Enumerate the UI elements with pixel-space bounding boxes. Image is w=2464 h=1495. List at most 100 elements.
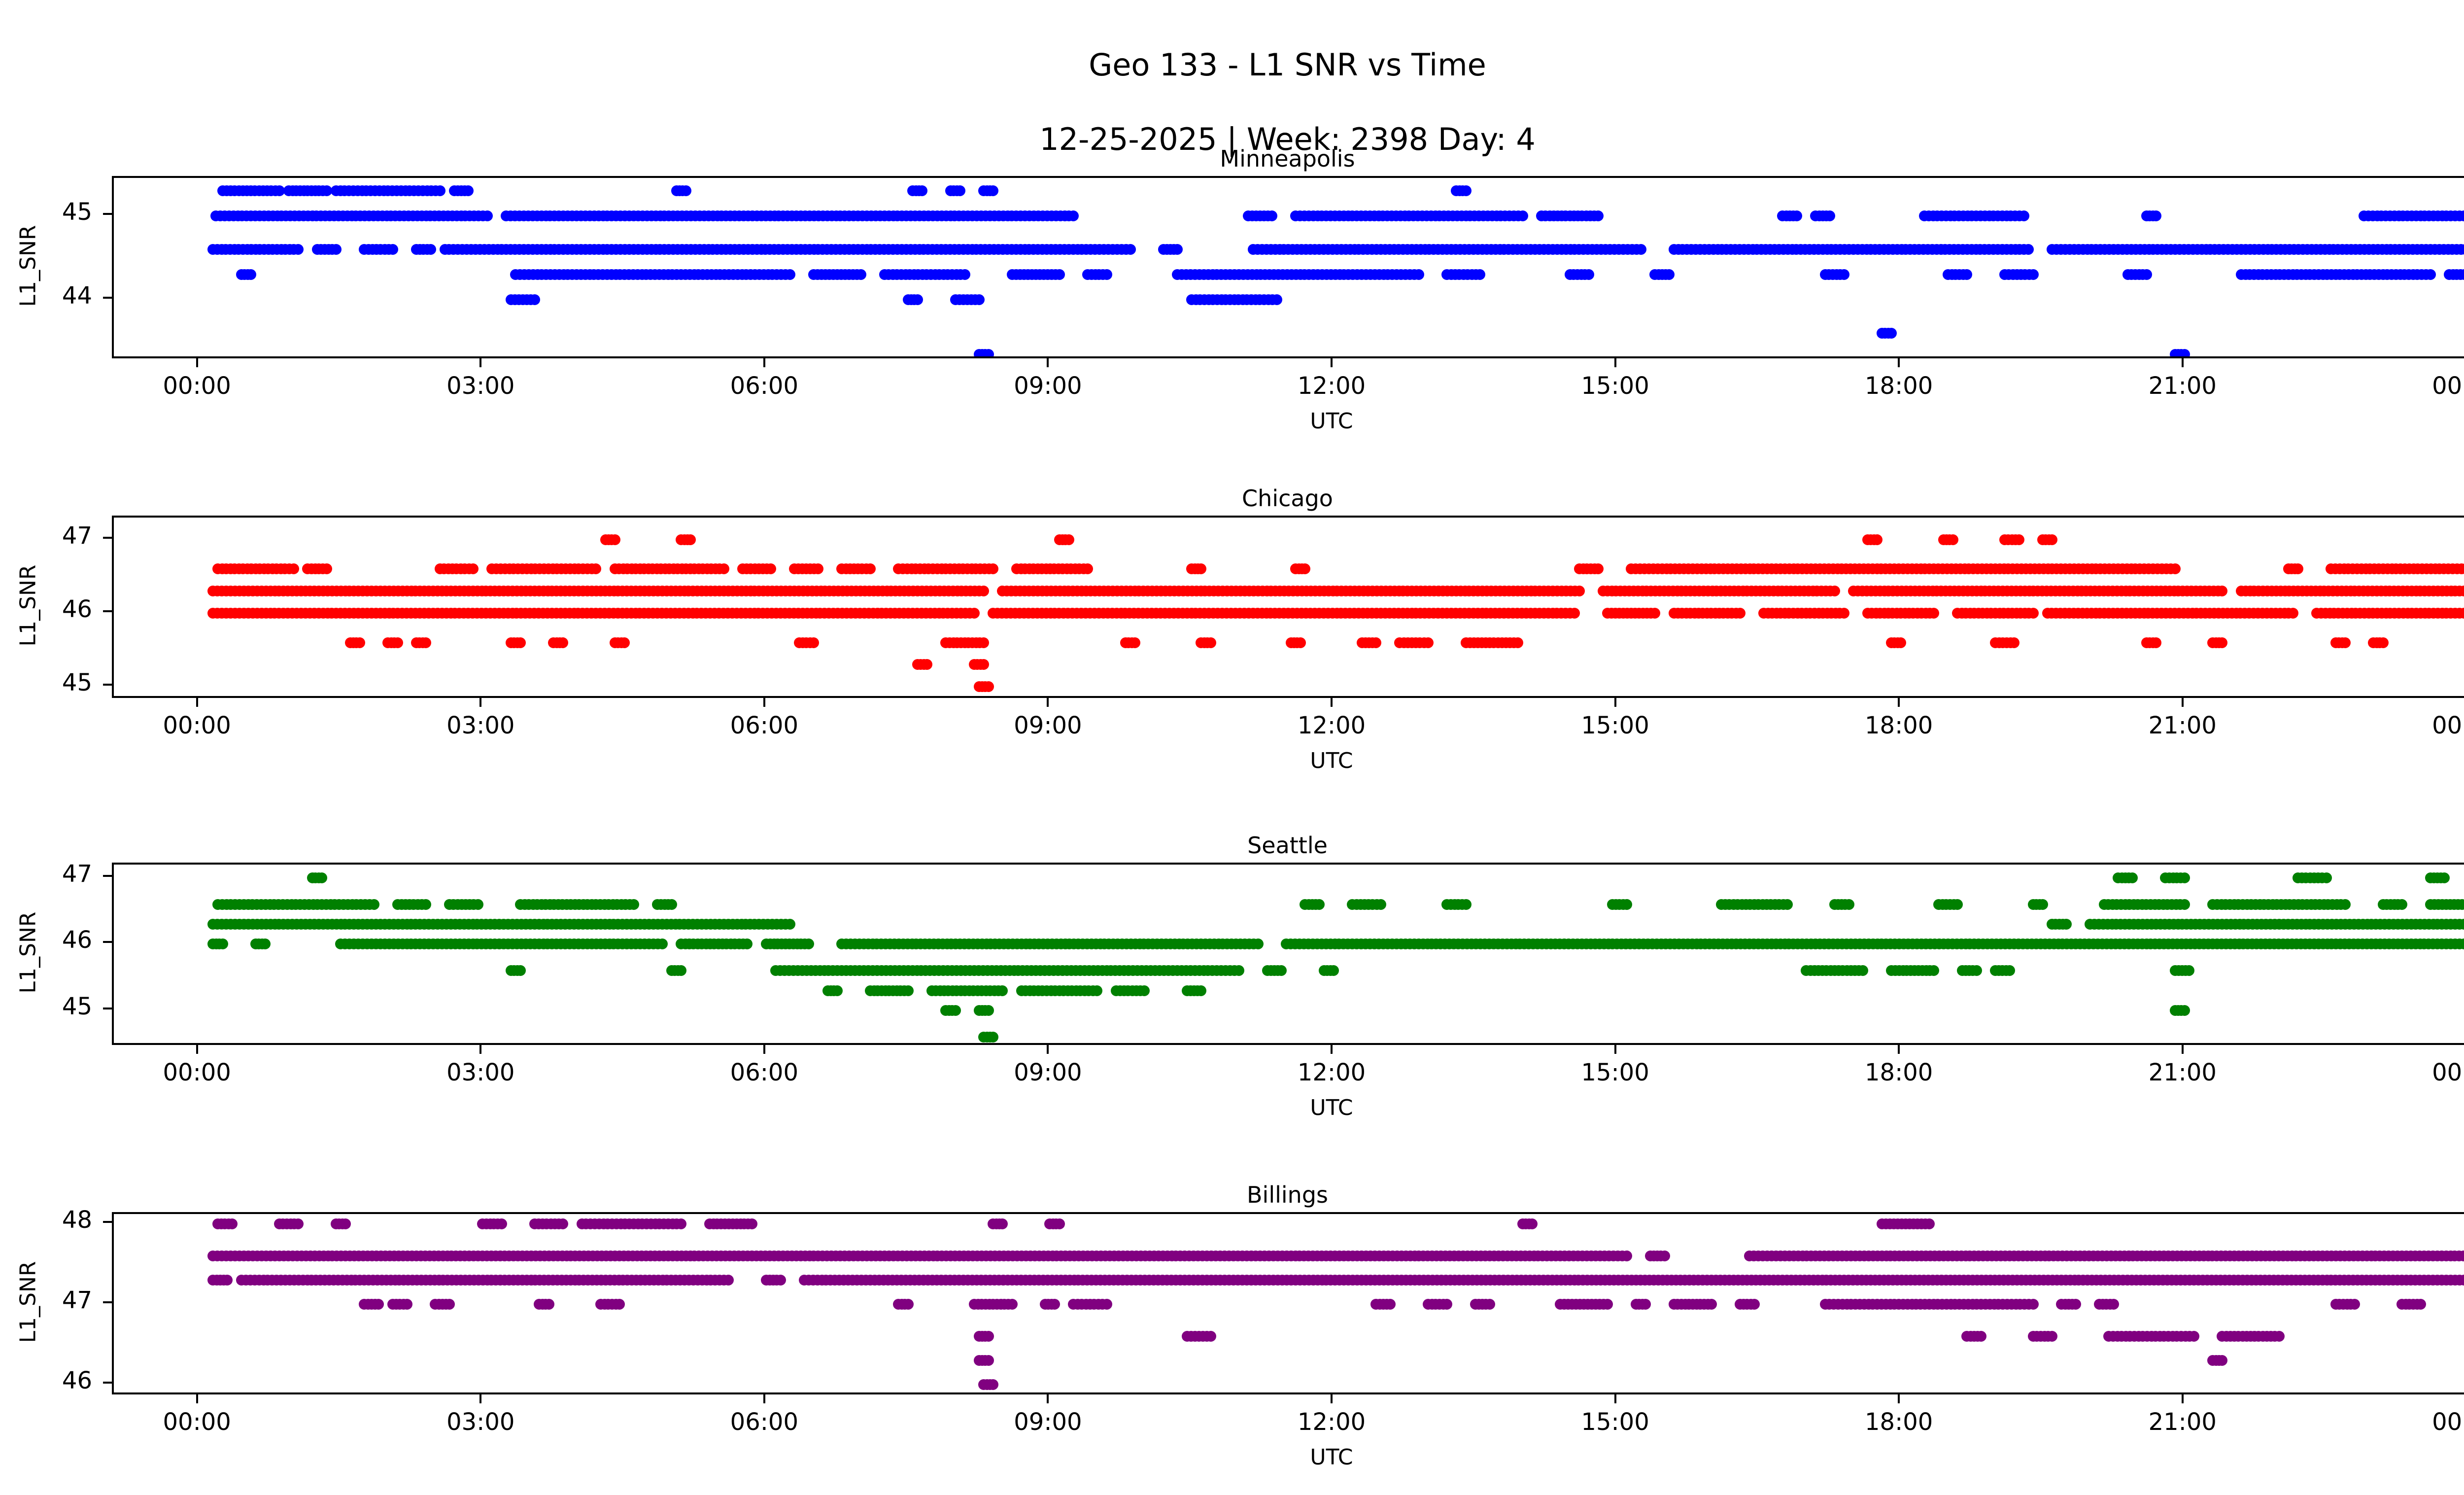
data-point [1824, 210, 1836, 221]
data-point [1295, 637, 1306, 648]
data-point [2060, 919, 2072, 930]
data-point [978, 637, 990, 648]
data-point [1895, 637, 1907, 648]
x-axis-label: UTC [1310, 409, 1353, 434]
data-point [1621, 1250, 1632, 1261]
data-point [463, 185, 474, 196]
data-point [515, 965, 526, 976]
data-point [2179, 1005, 2190, 1016]
figure-title: Geo 133 - L1 SNR vs Time 12-25-2025 | We… [0, 9, 2464, 195]
data-point [2179, 349, 2190, 356]
data-point [330, 243, 342, 255]
data-point [1054, 269, 1065, 280]
data-point [988, 185, 999, 196]
y-tick-mark [103, 684, 112, 686]
data-point [481, 210, 493, 221]
data-point [222, 1274, 233, 1286]
data-point [2288, 607, 2299, 619]
data-point [747, 1218, 758, 1229]
data-point [2179, 899, 2190, 910]
data-point [1370, 637, 1382, 648]
x-tick-label: 18:00 [1864, 372, 1933, 400]
data-point [1526, 1218, 1538, 1229]
data-point [529, 294, 540, 306]
x-tick-mark [479, 358, 482, 367]
y-axis-label: L1_SNR [15, 225, 41, 307]
x-tick-label: 06:00 [730, 712, 798, 739]
y-tick-mark [103, 536, 112, 539]
x-tick-label: 00:00 [2432, 372, 2464, 400]
data-point [1583, 269, 1595, 280]
data-point [1829, 586, 1840, 597]
x-tick-mark [479, 698, 482, 707]
data-point [1512, 637, 1524, 648]
x-tick-mark [763, 358, 765, 367]
data-point [1791, 210, 1803, 221]
subplot-title: Seattle [1247, 832, 1328, 859]
x-tick-label: 12:00 [1297, 372, 1366, 400]
x-tick-label: 03:00 [446, 372, 515, 400]
data-point [1068, 210, 1079, 221]
data-point [1266, 210, 1278, 221]
data-point [2339, 637, 2351, 648]
y-axis-label: L1_SNR [15, 911, 41, 994]
data-point [1196, 985, 1207, 996]
data-point [1857, 965, 1869, 976]
data-point [619, 637, 630, 648]
data-point [983, 1005, 994, 1016]
data-point [912, 294, 923, 306]
data-point [515, 637, 526, 648]
y-axis-label: L1_SNR [15, 564, 41, 647]
data-point [1101, 269, 1112, 280]
data-point [472, 899, 483, 910]
data-point [983, 681, 994, 693]
data-point [1276, 965, 1287, 976]
x-tick-label: 00:00 [2432, 1059, 2464, 1086]
x-tick-label: 21:00 [2148, 372, 2217, 400]
data-point [997, 1218, 1008, 1229]
data-point [368, 899, 379, 910]
data-point [959, 269, 970, 280]
x-tick-label: 06:00 [730, 1059, 798, 1086]
data-point [1872, 534, 1883, 545]
x-tick-mark [1047, 698, 1049, 707]
data-point [1328, 965, 1339, 976]
data-point [340, 1218, 351, 1229]
data-point [321, 185, 332, 196]
x-tick-mark [196, 698, 198, 707]
data-point [1300, 563, 1311, 575]
x-tick-mark [1614, 1045, 1616, 1054]
data-point [1139, 985, 1150, 996]
data-point [1517, 210, 1528, 221]
x-axis-label: UTC [1310, 748, 1353, 773]
y-tick-mark [103, 297, 112, 299]
data-point [1569, 607, 1580, 619]
data-point [1413, 269, 1424, 280]
data-point [293, 1218, 304, 1229]
data-point [1593, 563, 1604, 575]
data-point [775, 1274, 786, 1286]
data-point [1314, 899, 1325, 910]
x-tick-mark [1614, 358, 1616, 367]
y-tick-mark [103, 941, 112, 943]
x-tick-mark [2181, 1045, 2184, 1054]
data-point [1172, 243, 1183, 255]
data-point [685, 534, 696, 545]
data-point [434, 185, 445, 196]
data-point [803, 939, 815, 950]
x-tick-label: 00:00 [2432, 712, 2464, 739]
data-point [1092, 985, 1103, 996]
data-point [226, 1218, 238, 1229]
data-point [425, 243, 436, 255]
data-point [420, 899, 432, 910]
data-point [245, 269, 257, 280]
data-point [1635, 243, 1646, 255]
x-tick-mark [1331, 1045, 1333, 1054]
data-point [742, 939, 753, 950]
data-point [1923, 1218, 1935, 1229]
data-point [1781, 899, 1793, 910]
data-point [259, 939, 271, 950]
x-tick-label: 12:00 [1297, 712, 1366, 739]
y-tick-mark [103, 212, 112, 215]
